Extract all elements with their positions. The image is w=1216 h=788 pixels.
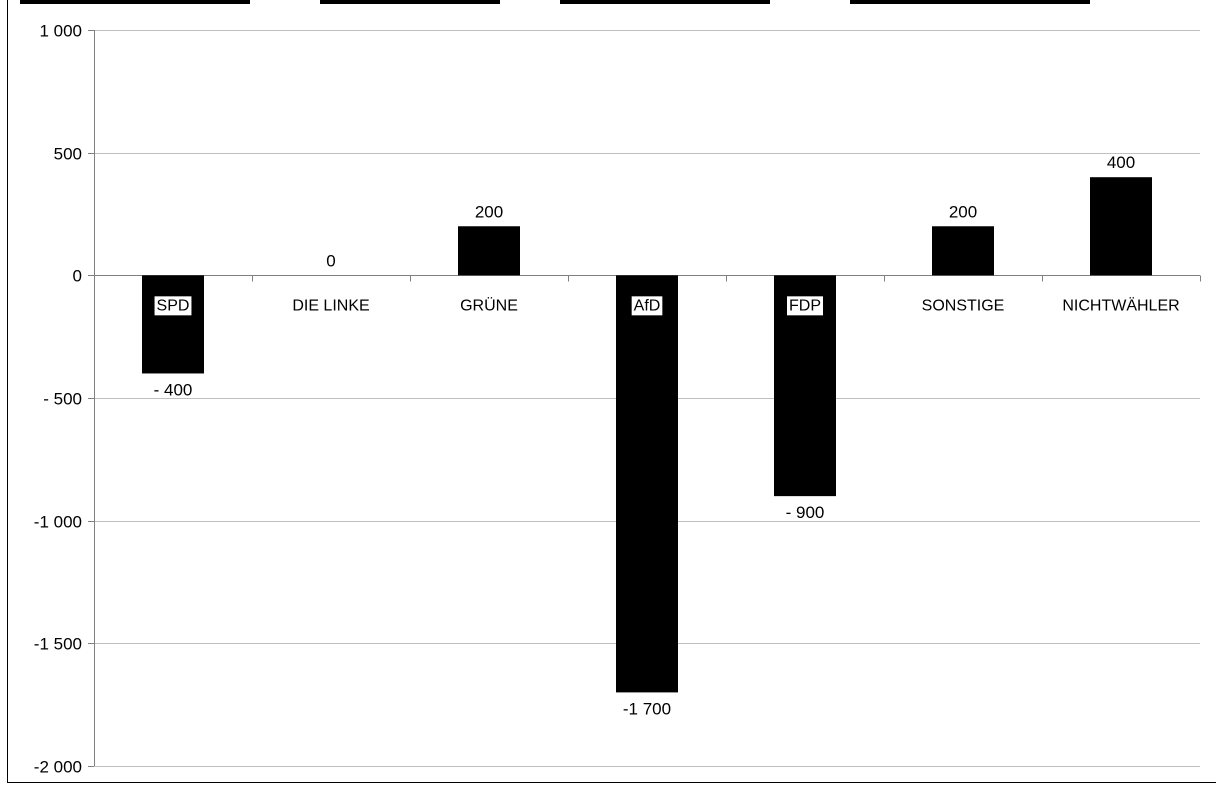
y-tick-label: 0 [73,267,82,286]
bar [458,226,520,276]
category-label-background [458,295,520,316]
category-label-group: DIE LINKE [290,296,372,316]
category-label-group: FDP [787,296,823,316]
data-label: 200 [475,202,503,221]
title-fragment [14,0,1164,6]
bar [142,275,204,374]
bar [1090,177,1152,276]
x-category-label: DIE LINKE [292,297,369,314]
bar [932,226,994,276]
data-label: 400 [1107,153,1135,172]
category-label-group: NICHTWÄHLER [1060,295,1182,316]
x-category-label: AfD [634,297,661,314]
data-label: 200 [949,202,977,221]
category-label-group: SONSTIGE [919,296,1007,316]
y-tick-label: - 500 [43,390,82,409]
data-label: -1 700 [623,699,671,718]
y-tick-label: -1 000 [34,513,82,532]
x-category-label: SPD [157,297,190,314]
category-label-background [1060,295,1182,316]
category-label-background [787,296,823,316]
labels: SPD DIE LINKE GRÜNE AfD FDP SONSTIGE NICHTWÄHL… [154,153,1182,718]
category-label-background [154,296,192,316]
x-category-label: NICHTWÄHLER [1062,296,1179,314]
bar [616,275,678,693]
category-label-background [290,296,372,316]
data-label: - 900 [786,503,825,522]
bars [142,177,1152,693]
y-tick-label: 500 [54,145,82,164]
x-category-label: FDP [789,297,821,314]
data-label: - 400 [154,380,193,399]
category-label-group: AfD [631,296,663,316]
category-label-background [631,296,663,316]
y-tick-label: 1 000 [39,22,82,41]
category-label-group: SPD [154,296,192,316]
data-label: 0 [326,251,335,270]
y-tick-label: -2 000 [34,758,82,777]
x-category-label: GRÜNE [460,296,518,314]
x-category-label: SONSTIGE [922,297,1005,314]
category-label-background [919,296,1007,316]
y-tick-label: -1 500 [34,635,82,654]
category-label-group: GRÜNE [458,295,520,316]
